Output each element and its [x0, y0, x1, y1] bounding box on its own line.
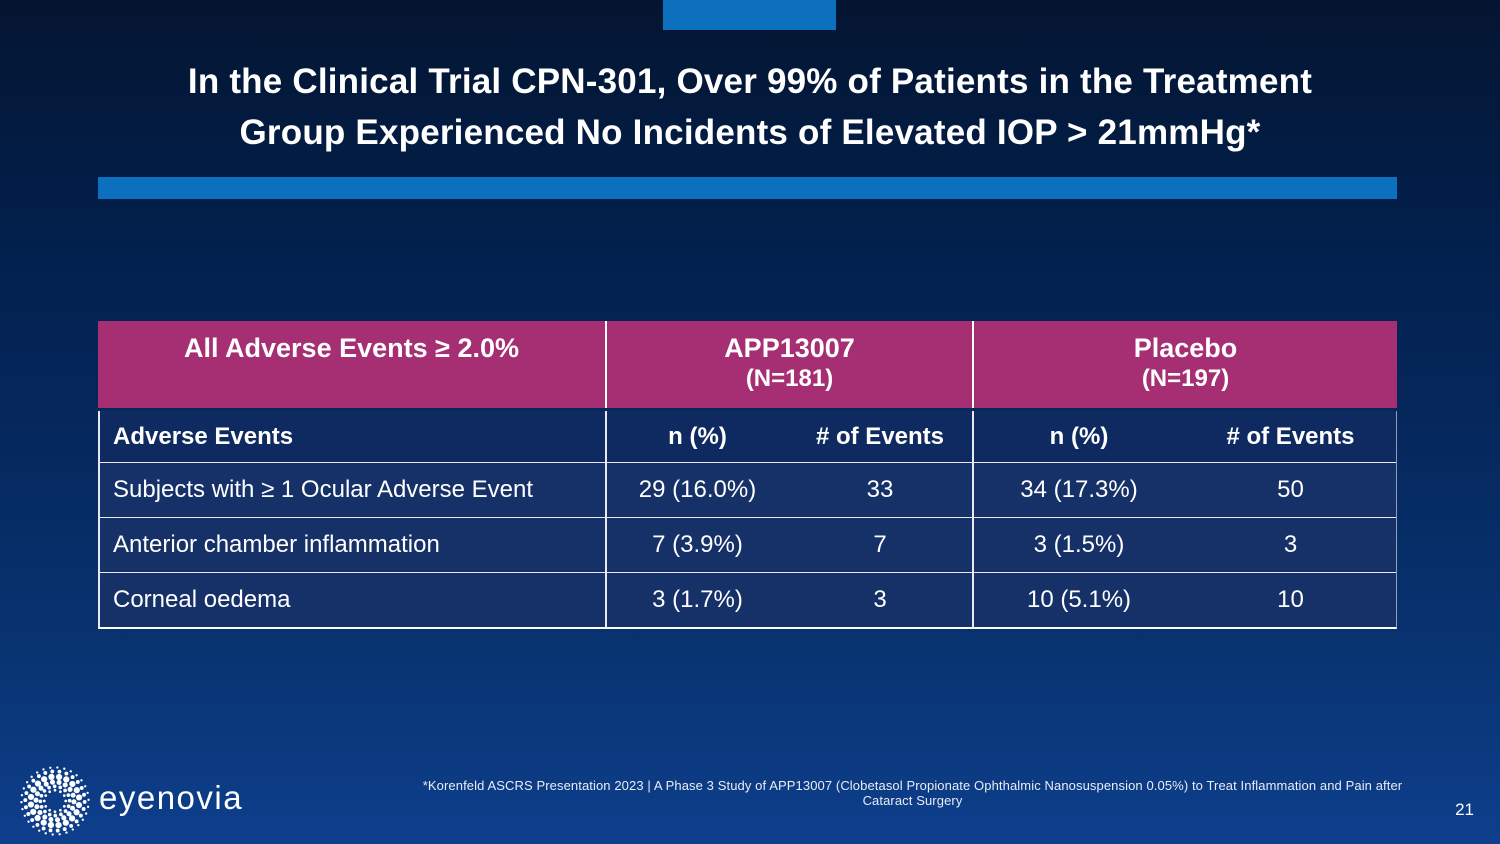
row-placebo-n-pct: 34 (17.3%) [972, 463, 1184, 517]
row-event-label: Subjects with ≥ 1 Ocular Adverse Event [113, 476, 534, 503]
row-placebo-num-events: 50 [1277, 476, 1304, 503]
footnote: *Korenfeld ASCRS Presentation 2023 | A P… [422, 778, 1403, 808]
column-header-placebo-n-pct: n (%) [972, 411, 1184, 462]
row-app-n-pct: 7 (3.9%) [605, 518, 788, 572]
eyenovia-logo-text: eyenovia [99, 779, 244, 816]
slide-title-line-1: In the Clinical Trial CPN-301, Over 99% … [187, 62, 1313, 101]
table-row: Subjects with ≥ 1 Ocular Adverse Event 2… [100, 462, 1396, 517]
row-app-n-pct: 29 (16.0%) [605, 463, 788, 517]
row-app-n-pct: 3 (1.7%) [605, 573, 788, 627]
slide-title-line-2: Group Experienced No Incidents of Elevat… [239, 113, 1261, 152]
eyenovia-logo: eyenovia [18, 764, 243, 838]
column-header-app-n-pct: n (%) [605, 411, 788, 462]
table-body: Adverse Events n (%) # of Events n (%) #… [98, 411, 1397, 629]
table-group-header-row: All Adverse Events ≥ 2.0% APP13007 (N=18… [98, 321, 1397, 408]
eyenovia-iris-icon [18, 764, 92, 838]
column-header-placebo-num-events: # of Events [1226, 422, 1355, 450]
group-header-all-adverse-events: All Adverse Events ≥ 2.0% [184, 333, 519, 363]
group-header-placebo: Placebo (N=197) [972, 321, 1397, 408]
group-header-app13007: APP13007 (N=181) [605, 321, 972, 408]
table-row: Anterior chamber inflammation 7 (3.9%) 7… [100, 517, 1396, 572]
row-event-label: Corneal oedema [113, 586, 291, 613]
slide-title: In the Clinical Trial CPN-301, Over 99% … [0, 56, 1500, 158]
column-header-adverse-events: Adverse Events [113, 422, 294, 450]
row-app-num-events: 7 [873, 531, 887, 558]
row-placebo-n-pct: 10 (5.1%) [972, 573, 1184, 627]
table-column-header-row: Adverse Events n (%) # of Events n (%) #… [100, 411, 1396, 462]
row-placebo-num-events: 10 [1277, 586, 1304, 613]
adverse-events-table: All Adverse Events ≥ 2.0% APP13007 (N=18… [98, 321, 1397, 629]
row-app-num-events: 33 [866, 476, 894, 503]
title-underline-bar [98, 177, 1397, 199]
table-row: Corneal oedema 3 (1.7%) 3 10 (5.1%) 10 [100, 572, 1396, 627]
column-header-app-num-events: # of Events [815, 422, 945, 450]
row-app-num-events: 3 [873, 586, 887, 613]
row-placebo-n-pct: 3 (1.5%) [972, 518, 1184, 572]
row-placebo-num-events: 3 [1283, 531, 1298, 558]
top-accent-rectangle [663, 0, 836, 30]
page-number: 21 [1455, 800, 1474, 819]
row-event-label: Anterior chamber inflammation [113, 531, 440, 558]
